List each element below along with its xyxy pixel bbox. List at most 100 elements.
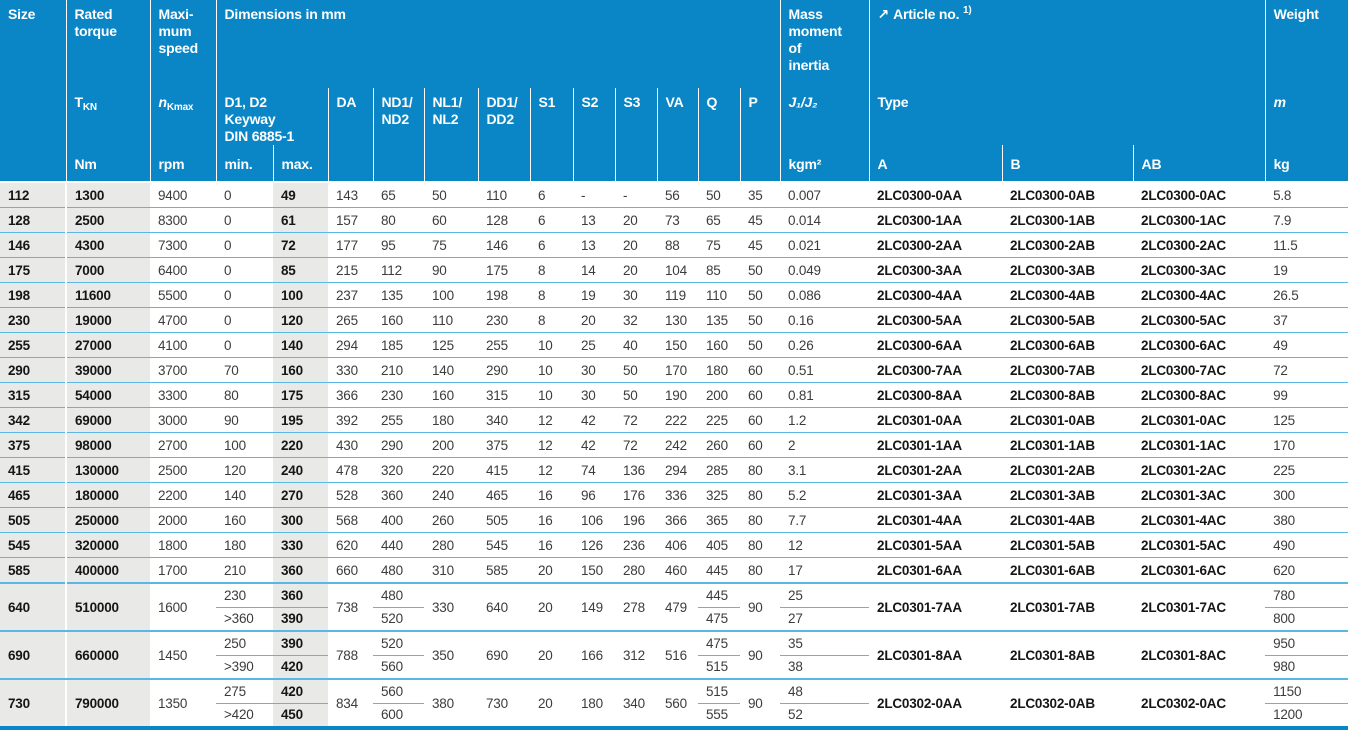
unit-inertia: kgm² <box>779 145 870 183</box>
stacked-values: 475 515 <box>698 633 740 677</box>
cell-rpm: 8300 <box>150 207 216 234</box>
cell-b: 2LC0302-0AB <box>1002 678 1134 731</box>
cell-nl: 220 <box>424 457 478 484</box>
cell-ab: 2LC0300-2AC <box>1133 232 1266 259</box>
col-header-s1: S1 <box>529 88 573 183</box>
cell-p: 90 <box>740 630 781 681</box>
table-body: 112 1300 9400 0 49 143 65 50 110 6- -56 50 35 0.007 2L… <box>0 181 1348 731</box>
stacked-values: 360 390 <box>273 585 328 629</box>
cell-nd: 230 <box>373 382 424 409</box>
cell-p: 60 <box>740 432 781 459</box>
cell-q: 65 <box>698 207 740 234</box>
cell-nd: 112 <box>373 257 424 284</box>
cell-nd: 80 <box>373 207 424 234</box>
cell-s3: 340 <box>615 678 657 731</box>
cell-max: 140 <box>273 332 328 359</box>
cell-ab: 2LC0301-4AC <box>1133 507 1266 534</box>
cell-j: 2 <box>780 432 870 459</box>
cell-max: 360 <box>273 557 328 584</box>
table-row: 640 510000 1600 230 >360 360 390 738 480 520 330 64… <box>0 582 1348 633</box>
stacked-values: 275 >420 <box>216 681 273 724</box>
cell-q: 160 <box>698 332 740 359</box>
cell-s2: 14 <box>573 257 615 284</box>
cell-torque: 69000 <box>65 407 150 434</box>
cell-max-top: 420 <box>273 681 328 704</box>
header-row-units: Nm rpm min. max. kgm² A B AB kg <box>0 145 1348 183</box>
table-row: 505 250000 2000 160 300 568 400 260 505 16 106 196 3… <box>0 507 1348 534</box>
cell-size: 545 <box>0 532 66 559</box>
cell-q-top: 515 <box>698 681 740 704</box>
cell-kg: 7.9 <box>1265 207 1348 234</box>
table-row: 545 320000 1800 180 330 620 440 280 545 16 126 236 4… <box>0 532 1348 559</box>
cell-b: 2LC0300-5AB <box>1002 307 1134 334</box>
cell-max-bottom: 450 <box>281 707 303 723</box>
cell-ab: 2LC0301-3AC <box>1133 482 1266 509</box>
cell-kg: 170 <box>1265 432 1348 459</box>
cell-va: 336 <box>657 482 698 509</box>
cell-max: 85 <box>273 257 328 284</box>
cell-va: 119 <box>657 282 698 309</box>
cell-ab: 2LC0300-0AC <box>1133 181 1266 209</box>
cell-s3: 278 <box>615 582 657 633</box>
cell-torque: 7000 <box>65 257 150 284</box>
cell-max: 390 420 <box>273 630 328 681</box>
col-header-max: max. <box>272 145 328 183</box>
cell-min: 0 <box>216 282 273 309</box>
cell-kg: 19 <box>1265 257 1348 284</box>
cell-dd: 255 <box>478 332 530 359</box>
cell-size: 690 <box>0 630 66 681</box>
cell-kg: 11.5 <box>1265 232 1348 259</box>
cell-rpm: 1700 <box>150 557 216 584</box>
cell-max: 220 <box>273 432 328 459</box>
cell-da: 568 <box>328 507 373 534</box>
cell-b: 2LC0301-6AB <box>1002 557 1134 584</box>
cell-da: 215 <box>328 257 373 284</box>
cell-dd: 730 <box>478 678 530 731</box>
cell-b: 2LC0300-8AB <box>1002 382 1134 409</box>
cell-min: 0 <box>216 181 273 209</box>
stacked-values: 515 555 <box>698 681 740 724</box>
col-header-nd: ND1/ ND2 <box>372 88 424 183</box>
cell-dd: 585 <box>478 557 530 584</box>
cell-nl: 50 <box>424 181 478 209</box>
cell-s1: 12 <box>530 432 573 459</box>
cell-a: 2LC0300-1AA <box>869 207 1003 234</box>
stacked-values: 25 27 <box>780 585 870 629</box>
col-header-p: P <box>739 88 781 183</box>
col-header-weight: Weight <box>1264 0 1348 88</box>
cell-nd: 480 <box>373 557 424 584</box>
cell-nl: 60 <box>424 207 478 234</box>
cell-s1: 20 <box>530 557 573 584</box>
col-header-type: Type <box>868 88 1266 146</box>
cell-min: 230 >360 <box>216 582 273 633</box>
table-row: 585 400000 1700 210 360 660 480 310 585 20 150 280 4… <box>0 557 1348 584</box>
stacked-values: 230 >360 <box>216 585 273 629</box>
cell-p: 90 <box>740 678 781 731</box>
cell-size: 290 <box>0 357 66 384</box>
cell-kg-top: 950 <box>1265 633 1348 656</box>
cell-ab: 2LC0300-6AC <box>1133 332 1266 359</box>
cell-torque: 400000 <box>65 557 150 584</box>
cell-nl: 140 <box>424 357 478 384</box>
col-header-da: DA <box>327 88 373 183</box>
cell-q-top: 445 <box>698 585 740 608</box>
cell-a: 2LC0301-2AA <box>869 457 1003 484</box>
cell-p: 80 <box>740 532 781 559</box>
cell-s3: 176 <box>615 482 657 509</box>
cell-min: 0 <box>216 207 273 234</box>
cell-b: 2LC0301-0AB <box>1002 407 1134 434</box>
cell-max: 195 <box>273 407 328 434</box>
cell-s3: 40 <box>615 332 657 359</box>
cell-size: 255 <box>0 332 66 359</box>
table-row: 255 27000 4100 0 140 294 185 125 255 10 25 40 150 160… <box>0 332 1348 359</box>
cell-s3: 50 <box>615 382 657 409</box>
cell-kg-bottom: 980 <box>1273 659 1295 675</box>
cell-b: 2LC0300-4AB <box>1002 282 1134 309</box>
col-header-variant-a: A <box>868 145 1003 183</box>
cell-nd: 135 <box>373 282 424 309</box>
cell-va: 88 <box>657 232 698 259</box>
cell-min: 0 <box>216 332 273 359</box>
cell-p: 50 <box>740 282 781 309</box>
cell-ab: 2LC0301-7AC <box>1133 582 1266 633</box>
table-row: 175 7000 6400 0 85 215 112 90 175 8 14 20 104 85 50 0.0… <box>0 257 1348 284</box>
